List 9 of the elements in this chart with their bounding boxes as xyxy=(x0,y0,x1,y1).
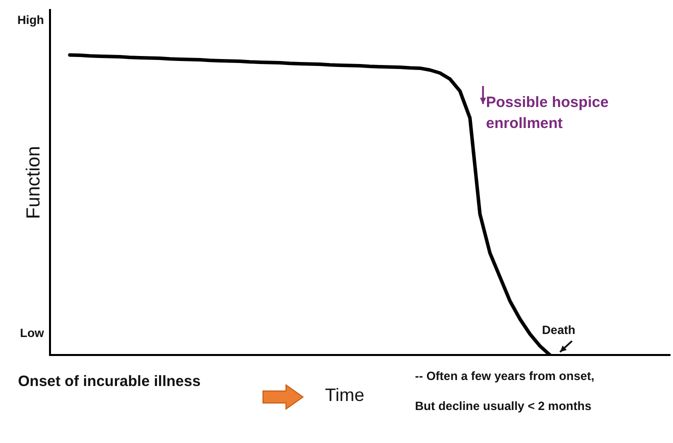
text: High xyxy=(17,13,44,27)
text: -- Often a few years from onset, xyxy=(415,369,594,383)
text: But decline usually < 2 months xyxy=(415,399,592,413)
text: Low xyxy=(20,326,45,340)
y-axis-title: Function xyxy=(24,146,45,219)
annotation: Possible hospice enrollment xyxy=(486,94,609,132)
text: Onset of incurable illness xyxy=(18,373,201,390)
annotation: Death xyxy=(542,323,576,337)
x-axis-title: Time xyxy=(325,385,364,406)
